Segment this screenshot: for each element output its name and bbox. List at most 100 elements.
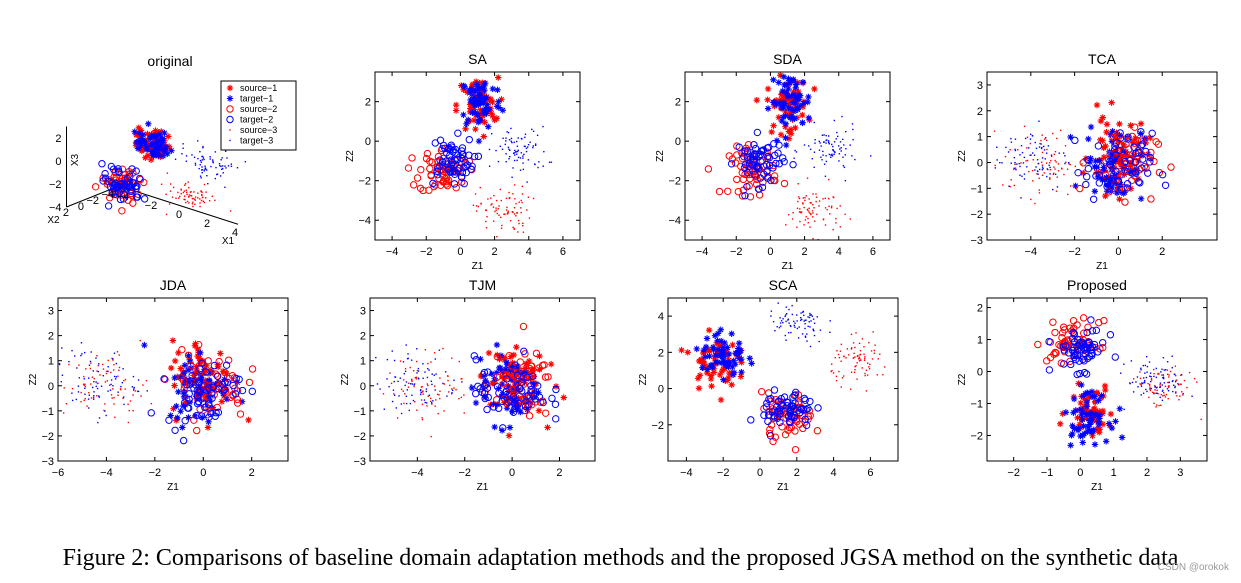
point-source-2 — [1049, 318, 1057, 326]
y-tick-label: −3 — [970, 235, 983, 247]
point-source-2 — [704, 165, 713, 173]
x-tick-label: −2 — [730, 246, 743, 258]
point-source-3 — [843, 375, 845, 377]
point-source-1 — [138, 147, 145, 155]
y-tick-label: 1 — [48, 356, 54, 368]
point-source-2 — [236, 410, 245, 418]
point-target-3 — [1015, 168, 1017, 171]
x-tick-label: −4 — [411, 467, 424, 479]
point-source-3 — [509, 219, 512, 222]
point-source-3 — [472, 204, 475, 206]
y-tick-label: 0 — [977, 367, 983, 379]
point-source-3 — [516, 212, 518, 214]
point-source-3 — [104, 403, 106, 405]
point-target-1 — [136, 137, 144, 145]
point-source-3 — [439, 390, 441, 392]
point-source-3 — [177, 191, 179, 194]
point-target-3 — [417, 367, 420, 370]
point-target-1 — [502, 365, 510, 373]
point-target-3 — [790, 325, 792, 328]
point-source-3 — [873, 352, 876, 354]
x-tick-label: 0 — [509, 467, 515, 479]
point-target-2 — [800, 394, 809, 403]
x1-axis — [118, 185, 239, 225]
point-target-1 — [738, 368, 745, 376]
point-target-1 — [746, 355, 753, 362]
y-tick-label: −1 — [41, 406, 54, 418]
point-source-3 — [168, 203, 171, 205]
y-axis-label: Z2 — [340, 373, 351, 385]
point-target-3 — [199, 159, 202, 162]
point-target-3 — [1155, 367, 1157, 370]
point-source-1 — [775, 114, 782, 121]
point-source-1 — [785, 128, 793, 135]
point-target-3 — [1010, 137, 1012, 140]
point-target-1 — [1095, 418, 1102, 425]
point-source-3 — [522, 222, 524, 225]
point-source-3 — [1154, 384, 1156, 387]
point-target-3 — [841, 115, 843, 118]
point-target-2 — [1111, 142, 1119, 150]
point-source-2 — [1070, 324, 1078, 332]
point-target-3 — [785, 312, 788, 315]
point-target-1 — [475, 118, 482, 126]
point-source-1 — [479, 118, 487, 125]
point-target-1 — [471, 101, 479, 108]
point-target-2 — [741, 161, 750, 169]
point-source-3 — [811, 210, 814, 212]
x-tick-label: 3 — [1177, 467, 1183, 479]
point-target-2 — [789, 160, 797, 169]
point-source-2 — [1142, 164, 1150, 172]
point-source-2 — [767, 397, 775, 405]
point-source-3 — [120, 388, 122, 391]
point-target-3 — [1153, 392, 1155, 395]
point-source-1 — [1102, 192, 1109, 200]
point-target-2 — [753, 128, 762, 137]
point-source-1 — [1097, 117, 1105, 125]
point-target-1 — [1072, 182, 1079, 190]
point-target-3 — [795, 151, 798, 153]
point-source-3 — [858, 342, 861, 344]
point-target-3 — [420, 391, 422, 394]
point-target-3 — [131, 386, 134, 388]
point-source-3 — [835, 375, 838, 378]
point-target-2 — [535, 393, 544, 401]
point-source-3 — [415, 376, 418, 379]
point-source-3 — [1030, 198, 1032, 201]
point-target-3 — [827, 135, 830, 137]
point-source-1 — [1097, 169, 1105, 177]
x-tick-label: 0 — [1115, 246, 1121, 258]
point-source-3 — [475, 205, 478, 207]
point-source-3 — [414, 401, 416, 403]
point-source-1 — [764, 85, 772, 93]
point-source-1 — [525, 357, 533, 365]
point-target-2 — [441, 144, 449, 153]
point-source-3 — [187, 181, 189, 183]
point-target-2 — [758, 183, 767, 192]
point-target-3 — [849, 144, 851, 146]
point-source-3 — [1029, 142, 1032, 145]
point-target-3 — [516, 153, 518, 155]
x-tick-label: 4 — [836, 246, 842, 258]
point-target-3 — [506, 131, 508, 133]
point-source-3 — [186, 200, 189, 203]
point-target-1 — [1079, 439, 1086, 446]
point-source-3 — [1151, 391, 1154, 394]
point-target-3 — [816, 316, 818, 318]
point-source-3 — [812, 216, 814, 218]
point-source-3 — [1023, 125, 1026, 128]
point-target-3 — [996, 159, 998, 161]
point-source-3 — [1155, 392, 1157, 394]
x-axis-label: Z1 — [1091, 482, 1103, 493]
point-target-3 — [230, 163, 233, 165]
point-target-3 — [1010, 141, 1013, 143]
point-target-3 — [514, 149, 516, 152]
x-tick-label: 4 — [831, 467, 837, 479]
point-source-1 — [1097, 136, 1104, 144]
point-source-1 — [142, 154, 149, 161]
point-source-1 — [152, 127, 159, 134]
point-target-3 — [451, 389, 454, 391]
point-source-3 — [1178, 399, 1180, 401]
point-source-3 — [1155, 406, 1157, 408]
point-target-3 — [548, 161, 551, 164]
